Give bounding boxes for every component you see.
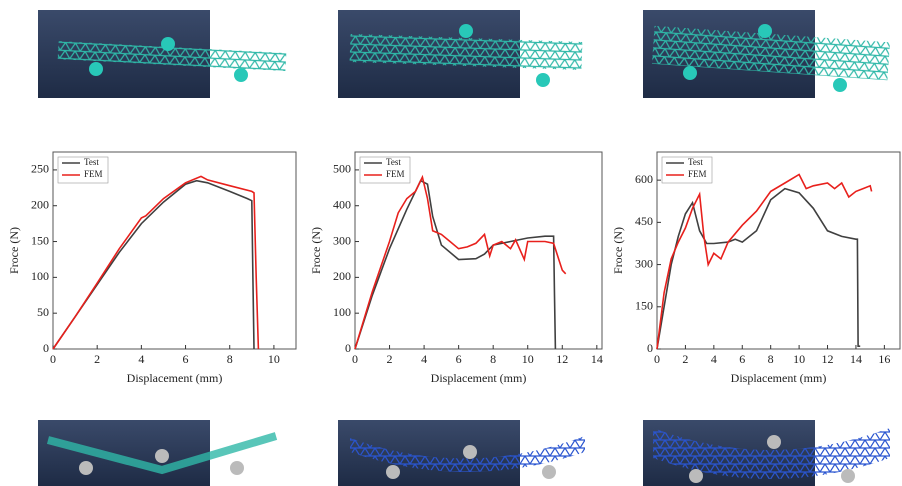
x-axis-label: Displacement (mm) (731, 371, 827, 385)
y-tick-label: 450 (635, 214, 653, 228)
x-tick-label: 14 (850, 352, 862, 366)
x-tick-label: 0 (352, 352, 358, 366)
y-tick-label: 150 (635, 299, 653, 313)
y-tick-label: 100 (333, 305, 351, 319)
x-tick-label: 2 (682, 352, 688, 366)
legend: Test FEM (360, 157, 410, 183)
y-tick-label: 600 (635, 172, 653, 186)
figure: 0246810050100150200250Displacement (mm)F… (0, 0, 902, 486)
x-tick-label: 16 (878, 352, 890, 366)
x-tick-label: 4 (711, 352, 717, 366)
legend-label: Test (84, 157, 99, 167)
series-line (657, 189, 860, 349)
y-tick-label: 500 (333, 162, 351, 176)
x-tick-label: 12 (822, 352, 834, 366)
x-axis-label: Displacement (mm) (431, 371, 527, 385)
legend-label: Test (386, 157, 401, 167)
legend-label: FEM (386, 169, 405, 179)
x-axis-label: Displacement (mm) (127, 371, 223, 385)
y-axis-label: Froce (N) (611, 227, 625, 274)
legend-label: FEM (84, 169, 103, 179)
y-axis-label: Froce (N) (7, 227, 21, 274)
y-tick-label: 0 (647, 341, 653, 355)
y-tick-label: 150 (31, 233, 49, 247)
y-tick-label: 100 (31, 269, 49, 283)
x-tick-label: 6 (739, 352, 745, 366)
x-tick-label: 4 (421, 352, 427, 366)
legend: Test FEM (58, 157, 108, 183)
x-tick-label: 10 (522, 352, 534, 366)
y-tick-label: 200 (31, 197, 49, 211)
x-tick-label: 14 (591, 352, 603, 366)
x-tick-label: 2 (94, 352, 100, 366)
x-tick-label: 2 (387, 352, 393, 366)
y-tick-label: 300 (635, 256, 653, 270)
y-tick-label: 200 (333, 269, 351, 283)
bottom-renders (38, 420, 890, 486)
x-tick-label: 0 (654, 352, 660, 366)
x-tick-label: 12 (556, 352, 568, 366)
chart: 0 2 4 6 8 10 12 14 16 0 150 300 450 600 Displacement (… (611, 152, 900, 385)
x-tick-label: 10 (793, 352, 805, 366)
legend: Test FEM (662, 157, 712, 183)
series-line (53, 176, 258, 349)
series-line (355, 177, 566, 349)
x-tick-label: 4 (138, 352, 144, 366)
y-tick-label: 300 (333, 233, 351, 247)
top-renders (38, 10, 890, 98)
y-tick-label: 50 (37, 305, 49, 319)
series-line (657, 175, 872, 350)
chart: 0 2 4 6 8 10 12 14 0 100 200 300 400 500 Displacement … (309, 152, 603, 385)
legend-label: Test (688, 157, 703, 167)
legend-label: FEM (688, 169, 707, 179)
x-tick-label: 8 (227, 352, 233, 366)
x-tick-label: 8 (768, 352, 774, 366)
series-line (355, 181, 555, 349)
x-tick-label: 6 (456, 352, 462, 366)
x-tick-label: 0 (50, 352, 56, 366)
x-tick-label: 6 (183, 352, 189, 366)
y-axis-label: Froce (N) (309, 227, 323, 274)
series-line (53, 181, 254, 349)
y-tick-label: 0 (43, 341, 49, 355)
y-tick-label: 400 (333, 197, 351, 211)
x-tick-label: 8 (490, 352, 496, 366)
y-tick-label: 250 (31, 162, 49, 176)
x-tick-label: 10 (268, 352, 280, 366)
y-tick-label: 0 (345, 341, 351, 355)
